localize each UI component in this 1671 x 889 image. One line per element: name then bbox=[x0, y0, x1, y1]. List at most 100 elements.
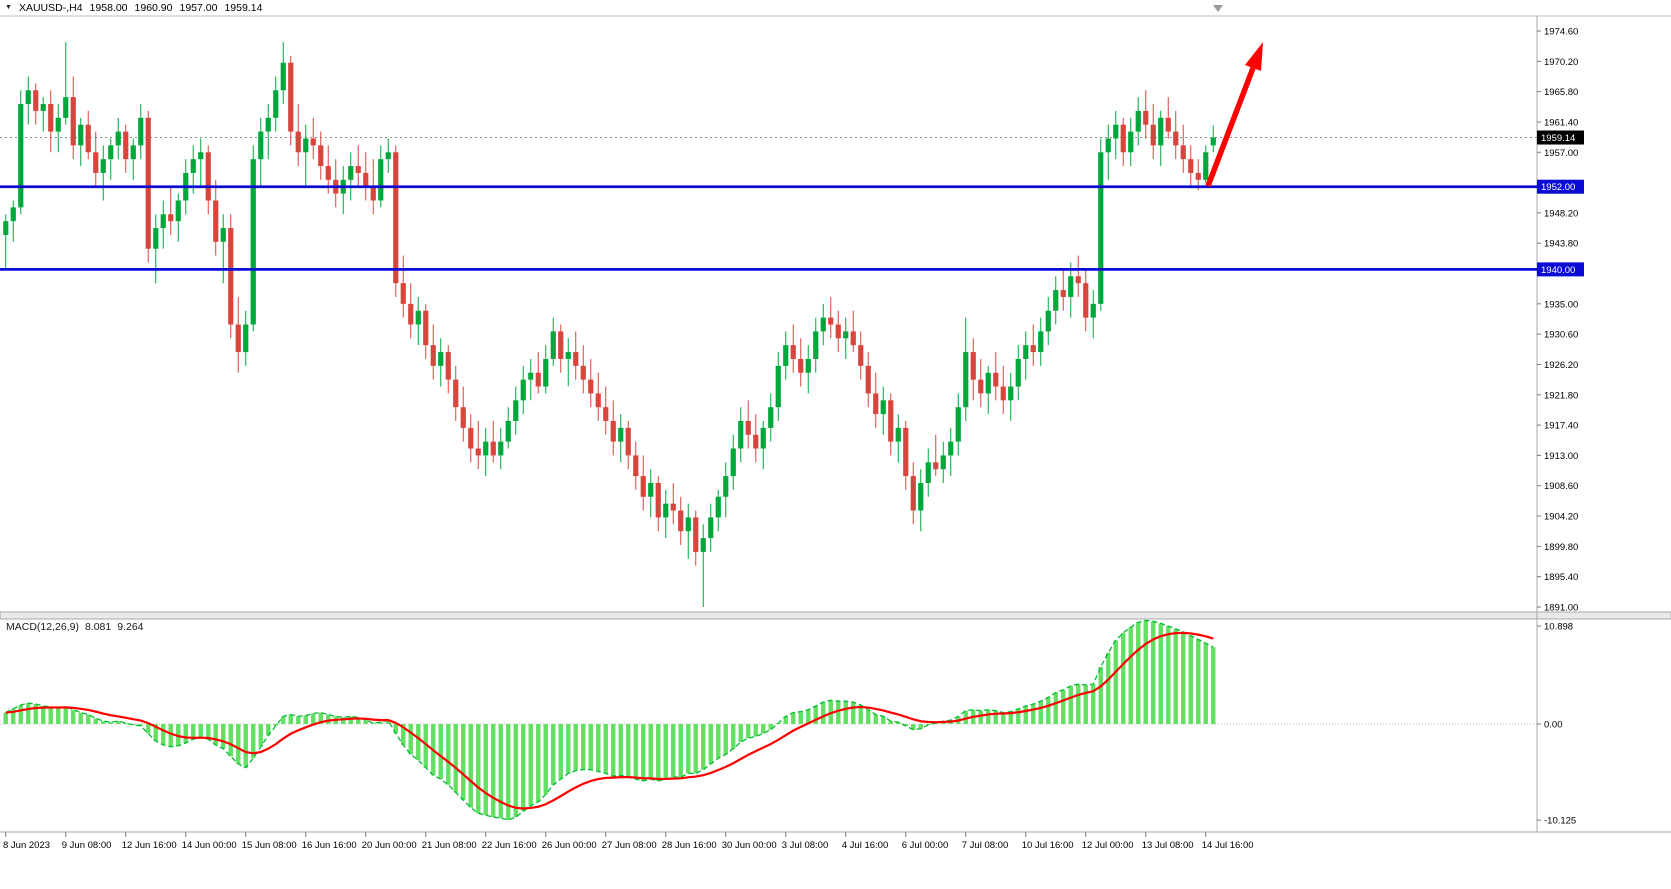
macd-histogram-bar bbox=[678, 724, 683, 778]
panel-splitter[interactable] bbox=[0, 611, 1671, 620]
candle-body bbox=[430, 345, 436, 366]
candle-body bbox=[205, 152, 211, 201]
macd-histogram-bar bbox=[1091, 684, 1096, 724]
macd-histogram-bar bbox=[836, 701, 841, 724]
candle-body bbox=[400, 283, 406, 304]
candle-body bbox=[213, 200, 219, 242]
candle-body bbox=[513, 400, 519, 421]
time-tick-label: 12 Jul 00:00 bbox=[1082, 840, 1134, 851]
macd-histogram-bar bbox=[1106, 652, 1111, 724]
macd-histogram-bar bbox=[551, 724, 556, 785]
candle-body bbox=[1098, 152, 1104, 304]
macd-histogram-bar bbox=[93, 718, 98, 724]
macd-histogram-bar bbox=[986, 709, 991, 724]
trend-arrow-shaft[interactable] bbox=[1205, 67, 1256, 187]
macd-histogram-bar bbox=[813, 705, 818, 724]
candle-body bbox=[445, 352, 451, 380]
price-tick-label: 1913.00 bbox=[1544, 451, 1578, 462]
macd-histogram-bar bbox=[116, 721, 121, 724]
macd-histogram-bar bbox=[791, 712, 796, 724]
candle-body bbox=[378, 159, 384, 201]
time-tick-label: 27 Jun 08:00 bbox=[602, 840, 657, 851]
candle-body bbox=[1008, 386, 1014, 401]
macd-histogram-bar bbox=[33, 704, 38, 724]
macd-histogram-bar bbox=[108, 722, 113, 724]
macd-histogram-bar bbox=[258, 724, 263, 747]
macd-histogram-bar bbox=[596, 724, 601, 772]
candle-body bbox=[138, 117, 144, 146]
candle-body bbox=[625, 427, 631, 456]
macd-histogram-bar bbox=[146, 724, 151, 734]
candle-body bbox=[1023, 345, 1029, 359]
macd-histogram-bar bbox=[1076, 684, 1081, 724]
macd-histogram-bar bbox=[221, 724, 226, 749]
candle-body bbox=[858, 345, 864, 366]
time-tick-label: 8 Jun 2023 bbox=[3, 840, 50, 851]
candle-body bbox=[1083, 283, 1089, 318]
macd-histogram-bar bbox=[1113, 640, 1118, 724]
time-tick-label: 6 Jul 00:00 bbox=[902, 840, 948, 851]
candle-body bbox=[130, 145, 136, 160]
candle-body bbox=[265, 117, 271, 132]
candle-body bbox=[970, 352, 976, 380]
macd-histogram-bar bbox=[603, 724, 608, 774]
macd-histogram-bar bbox=[753, 724, 758, 737]
macd-histogram-bar bbox=[1008, 711, 1013, 724]
candle-body bbox=[610, 420, 616, 442]
candle-body bbox=[198, 152, 204, 160]
candle-body bbox=[723, 476, 729, 497]
macd-histogram-bar bbox=[363, 720, 368, 724]
macd-histogram-bar bbox=[731, 724, 736, 749]
candle-body bbox=[18, 104, 24, 208]
price-tick-label: 1961.40 bbox=[1544, 117, 1578, 128]
macd-histogram-bar bbox=[228, 724, 233, 757]
candle-body bbox=[310, 138, 316, 146]
time-tick-label: 3 Jul 08:00 bbox=[782, 840, 828, 851]
candle-body bbox=[520, 379, 526, 401]
macd-histogram-bar bbox=[183, 724, 188, 743]
candle-body bbox=[738, 420, 744, 449]
candle-body bbox=[873, 393, 879, 415]
macd-histogram-bar bbox=[161, 724, 166, 745]
candle-body bbox=[475, 448, 481, 456]
candle-body bbox=[933, 462, 939, 470]
candle-body bbox=[865, 365, 871, 394]
macd-histogram-bar bbox=[671, 724, 676, 778]
candle-body bbox=[1045, 310, 1051, 332]
macd-histogram-bar bbox=[273, 724, 278, 726]
candle-body bbox=[175, 200, 181, 222]
candle-body bbox=[903, 427, 909, 477]
price-tick-label: 1974.60 bbox=[1544, 27, 1578, 38]
trend-arrow-head-icon[interactable] bbox=[1245, 42, 1263, 71]
candle-body bbox=[423, 310, 429, 346]
macd-histogram-bar bbox=[633, 724, 638, 780]
macd-histogram-bar bbox=[626, 724, 631, 778]
candle-body bbox=[558, 331, 564, 359]
macd-histogram-bar bbox=[438, 724, 443, 780]
candle-body bbox=[670, 503, 676, 511]
candle-body bbox=[280, 62, 286, 91]
macd-histogram-bar bbox=[1023, 705, 1028, 724]
macd-histogram-bar bbox=[656, 724, 661, 781]
macd-histogram-bar bbox=[686, 724, 691, 774]
candle-body bbox=[408, 303, 414, 325]
macd-histogram-bar bbox=[768, 724, 773, 730]
macd-histogram-bar bbox=[318, 712, 323, 724]
candle-body bbox=[243, 324, 249, 353]
macd-histogram-bar bbox=[513, 724, 518, 818]
macd-histogram-bar bbox=[1098, 667, 1103, 724]
candle-body bbox=[33, 90, 39, 111]
macd-histogram-bar bbox=[1151, 621, 1156, 724]
candle-body bbox=[220, 228, 226, 242]
candle-body bbox=[325, 166, 331, 180]
macd-histogram-bar bbox=[78, 712, 83, 724]
candle-body bbox=[108, 145, 114, 160]
candle-body bbox=[1015, 358, 1021, 387]
macd-histogram-bar bbox=[236, 724, 241, 764]
candle-body bbox=[1030, 345, 1036, 353]
macd-histogram-bar bbox=[371, 723, 376, 725]
candle-body bbox=[828, 317, 834, 325]
candle-body bbox=[115, 131, 121, 146]
candle-body bbox=[438, 352, 444, 366]
